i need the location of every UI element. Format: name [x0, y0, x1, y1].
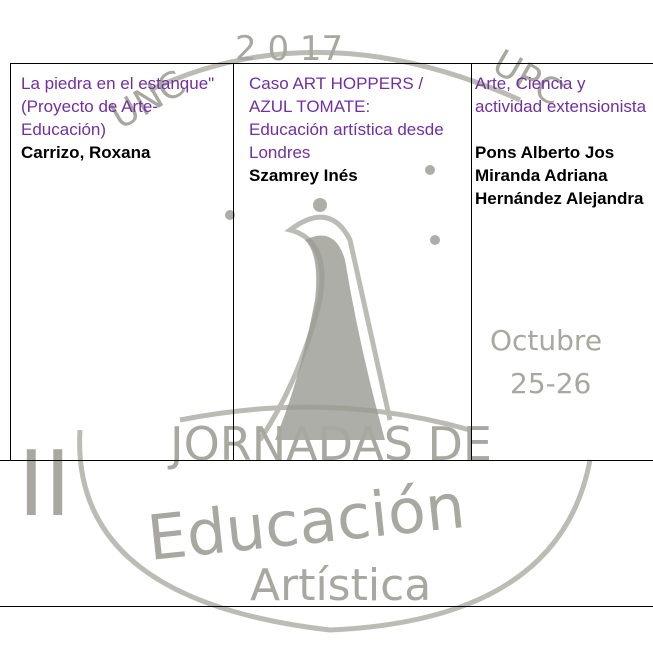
- table-border: [10, 63, 11, 460]
- watermark-text: JORNADAS DE: [167, 417, 492, 471]
- cell-author: Pons Alberto Jos: [475, 143, 615, 162]
- watermark-text: 25-26: [510, 367, 591, 400]
- cell-author: Carrizo, Roxana: [21, 143, 151, 162]
- table-cell: La piedra en el estanque" (Proyecto de A…: [21, 72, 229, 164]
- cell-title: Caso ART HOPPERS / AZUL TOMATE: Educació…: [249, 74, 444, 162]
- table-border: [0, 606, 653, 607]
- watermark-text: II: [18, 432, 71, 537]
- table-cell: Caso ART HOPPERS / AZUL TOMATE: Educació…: [249, 72, 449, 187]
- cell-title: Arte, Ciencia y actividad extensionista: [475, 74, 647, 116]
- table-border: [10, 63, 653, 64]
- watermark-text: Octubre: [490, 324, 602, 357]
- watermark-year: 2 0 17: [235, 29, 343, 69]
- table-border: [0, 460, 653, 461]
- watermark-text: Artística: [250, 560, 431, 611]
- cell-title: La piedra en el estanque" (Proyecto de A…: [21, 74, 215, 139]
- table-cell: Arte, Ciencia y actividad extensionista …: [475, 72, 650, 210]
- table-border: [233, 63, 234, 460]
- cell-author: Miranda Adriana: [475, 166, 608, 185]
- cell-author: Hernández Alejandra: [475, 189, 644, 208]
- cell-author: Szamrey Inés: [249, 166, 358, 185]
- table-border: [471, 63, 472, 460]
